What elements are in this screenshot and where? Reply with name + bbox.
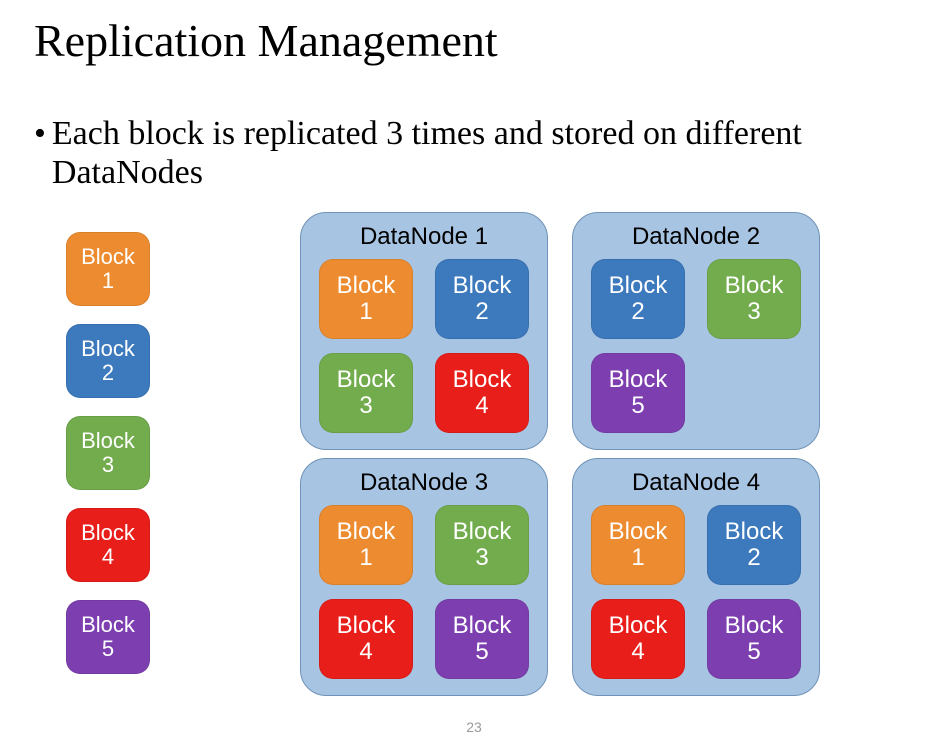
block-label-num: 4 [631,639,644,665]
diagram: Block1Block2Block3Block4Block5 DataNode … [0,214,948,739]
block-1: Block1 [66,232,150,306]
block-5: Block5 [707,599,801,679]
block-label-num: 1 [359,299,372,325]
block-label-num: 1 [102,269,114,293]
block-2: Block2 [435,259,529,339]
block-label-name: Block [453,613,512,639]
block-5: Block5 [435,599,529,679]
datanode-title: DataNode 4 [589,469,803,497]
block-label-num: 4 [359,639,372,665]
block-label-name: Block [81,613,135,637]
block-label-name: Block [725,273,784,299]
block-label-name: Block [81,429,135,453]
block-label-name: Block [453,273,512,299]
block-1: Block1 [591,505,685,585]
block-1: Block1 [319,259,413,339]
bullet-text: Each block is replicated 3 times and sto… [52,114,928,192]
block-1: Block1 [319,505,413,585]
block-label-num: 1 [631,545,644,571]
block-4: Block4 [319,599,413,679]
block-3: Block3 [435,505,529,585]
block-4: Block4 [66,508,150,582]
block-label-num: 2 [102,361,114,385]
block-label-num: 5 [631,393,644,419]
block-label-num: 1 [359,545,372,571]
datanode-block-grid: Block1Block2Block4Block5 [589,505,803,679]
block-4: Block4 [591,599,685,679]
block-5: Block5 [591,353,685,433]
block-label-num: 4 [102,545,114,569]
block-3: Block3 [707,259,801,339]
block-label-num: 3 [359,393,372,419]
datanodes-grid: DataNode 1Block1Block2Block3Block4DataNo… [300,212,820,696]
block-label-num: 5 [475,639,488,665]
datanode-block-grid: Block1Block2Block3Block4 [317,259,531,433]
block-label-name: Block [609,519,668,545]
block-label-name: Block [725,613,784,639]
block-label-name: Block [609,367,668,393]
block-label-num: 4 [475,393,488,419]
datanode-title: DataNode 2 [589,223,803,251]
datanode-block-grid: Block2Block3Block5 [589,259,803,433]
datanode-2: DataNode 2Block2Block3Block5 [572,212,820,450]
block-label-name: Block [725,519,784,545]
slide-title: Replication Management [34,14,498,67]
block-label-name: Block [81,337,135,361]
block-label-num: 2 [747,545,760,571]
source-block-column: Block1Block2Block3Block4Block5 [66,232,150,692]
block-3: Block3 [319,353,413,433]
block-2: Block2 [66,324,150,398]
block-label-num: 3 [747,299,760,325]
block-3: Block3 [66,416,150,490]
block-label-name: Block [337,519,396,545]
block-label-num: 3 [475,545,488,571]
datanode-title: DataNode 1 [317,223,531,251]
block-label-name: Block [337,367,396,393]
block-label-name: Block [337,273,396,299]
block-5: Block5 [66,600,150,674]
block-2: Block2 [591,259,685,339]
block-label-num: 3 [102,453,114,477]
block-label-num: 5 [102,637,114,661]
block-label-name: Block [81,521,135,545]
block-4: Block4 [435,353,529,433]
block-label-num: 5 [747,639,760,665]
datanode-title: DataNode 3 [317,469,531,497]
datanode-block-grid: Block1Block3Block4Block5 [317,505,531,679]
block-label-name: Block [609,613,668,639]
bullet-item: • Each block is replicated 3 times and s… [34,114,928,192]
block-label-num: 2 [631,299,644,325]
block-label-num: 2 [475,299,488,325]
block-label-name: Block [453,367,512,393]
block-label-name: Block [453,519,512,545]
page-number: 23 [0,719,948,735]
bullet-marker: • [34,114,46,153]
block-label-name: Block [81,245,135,269]
block-label-name: Block [609,273,668,299]
datanode-1: DataNode 1Block1Block2Block3Block4 [300,212,548,450]
datanode-3: DataNode 3Block1Block3Block4Block5 [300,458,548,696]
datanode-4: DataNode 4Block1Block2Block4Block5 [572,458,820,696]
block-label-name: Block [337,613,396,639]
block-2: Block2 [707,505,801,585]
